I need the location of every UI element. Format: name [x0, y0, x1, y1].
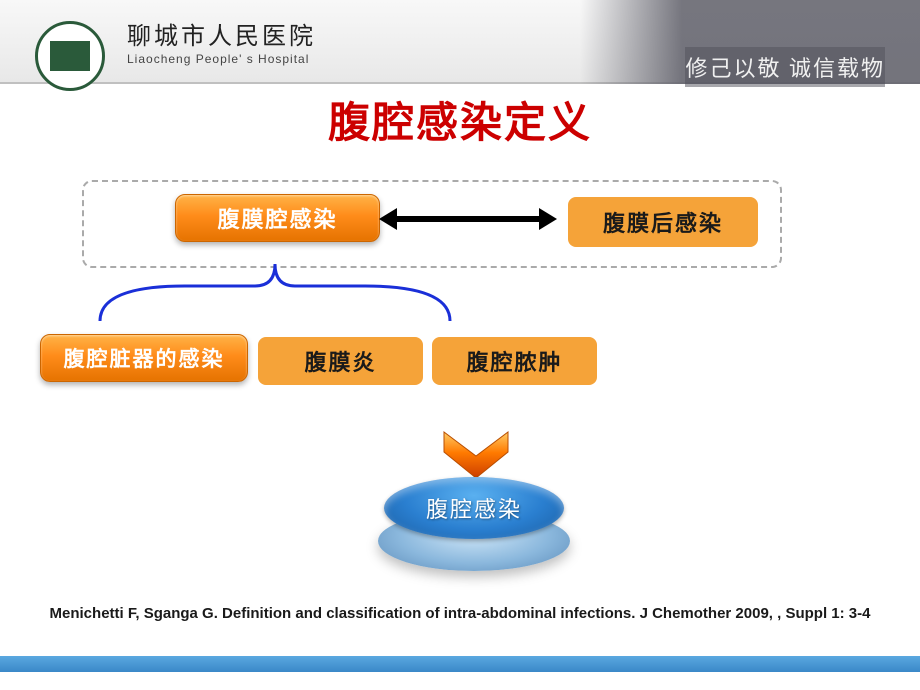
- node-label: 腹腔脏器的感染: [64, 343, 225, 373]
- bidirectional-arrow-icon: [393, 216, 543, 222]
- hospital-logo-icon: [35, 21, 105, 91]
- node-abdominal-abscess: 腹腔脓肿: [432, 337, 597, 385]
- hospital-name-cn: 聊城市人民医院: [127, 16, 316, 51]
- node-label: 腹膜腔感染: [217, 202, 337, 234]
- logo-area: 聊城市人民医院 Liaocheng People' s Hospital: [0, 6, 316, 76]
- slide-header: 聊城市人民医院 Liaocheng People' s Hospital 修己以…: [0, 0, 920, 84]
- node-result-abdominal-infection: 腹腔感染: [378, 475, 570, 580]
- node-retroperitoneal-infection: 腹膜后感染: [568, 197, 758, 247]
- hospital-motto: 修己以敬 诚信载物: [685, 47, 885, 87]
- hospital-name-block: 聊城市人民医院 Liaocheng People' s Hospital: [127, 16, 316, 66]
- hospital-name-en: Liaocheng People' s Hospital: [127, 52, 316, 66]
- flowchart-diagram: 腹膜腔感染 腹膜后感染 腹腔脏器的感染 腹膜炎 腹腔脓肿 腹腔感染: [0, 180, 920, 640]
- node-abdominal-organ-infection: 腹腔脏器的感染: [40, 334, 248, 382]
- curly-brace-icon: [95, 256, 455, 326]
- footer-bar: [0, 656, 920, 672]
- button-top: 腹腔感染: [384, 477, 564, 539]
- node-peritoneal-cavity-infection: 腹膜腔感染: [175, 194, 380, 242]
- node-label: 腹膜后感染: [603, 206, 723, 238]
- slide-title: 腹腔感染定义: [0, 89, 920, 150]
- citation-text: Menichetti F, Sganga G. Definition and c…: [0, 605, 920, 622]
- node-label: 腹腔感染: [426, 492, 522, 524]
- node-label: 腹膜炎: [304, 345, 376, 377]
- node-peritonitis: 腹膜炎: [258, 337, 423, 385]
- node-label: 腹腔脓肿: [466, 345, 562, 377]
